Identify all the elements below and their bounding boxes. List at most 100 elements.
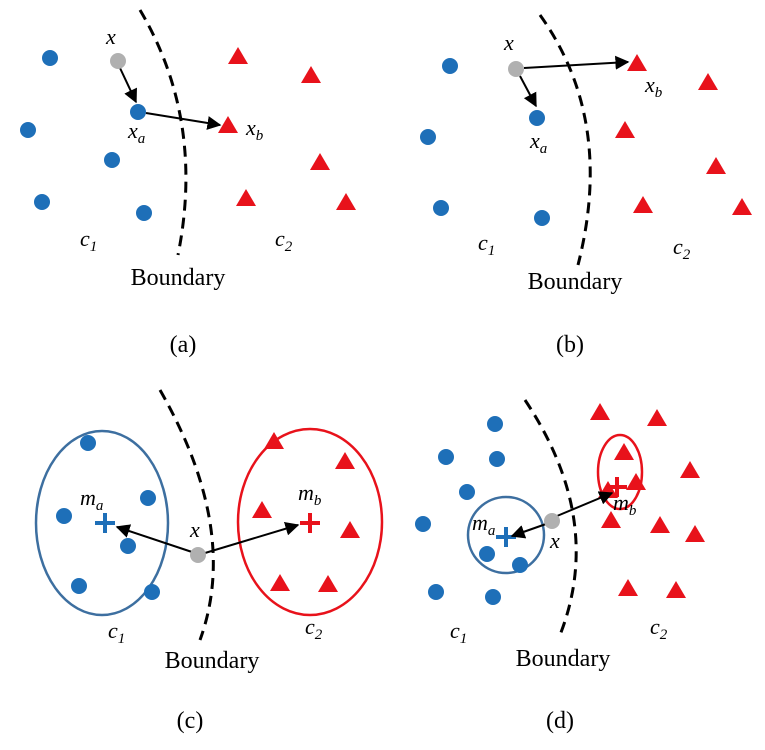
label: c2: [305, 614, 323, 643]
red-point: [680, 461, 700, 478]
boundary-label: Boundary: [528, 269, 623, 295]
red-point: [618, 579, 638, 596]
query-point: [508, 61, 524, 77]
label-main: x: [529, 128, 540, 153]
caption: (c): [177, 708, 204, 734]
label-main: x: [549, 528, 560, 553]
red-point: [627, 54, 647, 71]
label: mb: [613, 490, 637, 519]
blue-point: [140, 490, 156, 506]
query-point: [544, 513, 560, 529]
blue-point: [479, 546, 495, 562]
label-main: x: [189, 517, 200, 542]
blue-point: [120, 538, 136, 554]
label: c1: [450, 618, 467, 647]
label-sub: 1: [460, 631, 468, 647]
label: c2: [673, 234, 691, 263]
red-point: [301, 66, 321, 83]
red-point: [318, 575, 338, 592]
red-point: [614, 443, 634, 460]
label: c1: [80, 226, 97, 255]
label-main: m: [298, 480, 314, 505]
label-sub: 2: [660, 627, 668, 643]
caption: (a): [170, 332, 197, 358]
red-point: [310, 153, 330, 170]
label: ma: [80, 485, 103, 514]
label-sub: 1: [90, 239, 98, 255]
label-sub: b: [256, 128, 264, 144]
blue-point: [104, 152, 120, 168]
label: c1: [478, 230, 495, 259]
label-main: x: [644, 72, 655, 97]
red-point: [336, 193, 356, 210]
caption: (d): [546, 708, 574, 734]
red-point: [335, 452, 355, 469]
blue-point: [512, 557, 528, 573]
blue-point: [438, 449, 454, 465]
label: xb: [245, 115, 264, 144]
label: mb: [298, 480, 322, 509]
red-point: [732, 198, 752, 215]
blue-point: [42, 50, 58, 66]
label: x: [189, 517, 200, 542]
label-sub: a: [138, 131, 146, 147]
label-sub: b: [314, 493, 322, 509]
label: c2: [275, 226, 293, 255]
label: xa: [529, 128, 547, 157]
red-point: [633, 196, 653, 213]
label: xa: [127, 118, 145, 147]
red-point: [685, 525, 705, 542]
cluster-ellipse: [596, 433, 644, 511]
mean-marker: [496, 527, 516, 547]
label-sub: b: [629, 503, 637, 519]
boundary-line: [538, 14, 592, 266]
red-point: [698, 73, 718, 90]
label-sub: 1: [118, 631, 126, 647]
mean-marker: [607, 477, 627, 497]
blue-point: [442, 58, 458, 74]
boundary-line: [158, 389, 215, 641]
label-main: x: [503, 30, 514, 55]
red-point: [270, 574, 290, 591]
blue-point: [459, 484, 475, 500]
label-main: c: [305, 614, 315, 639]
label: x: [549, 528, 560, 553]
red-point: [590, 403, 610, 420]
arrow: [510, 523, 547, 539]
red-point: [601, 511, 621, 528]
label-sub: a: [96, 498, 104, 514]
red-point: [340, 521, 360, 538]
mean-marker: [95, 513, 115, 533]
label-main: c: [450, 618, 460, 643]
boundary-label: Boundary: [516, 646, 611, 672]
blue-point: [428, 584, 444, 600]
blue-point: [144, 584, 160, 600]
query-point: [110, 53, 126, 69]
label-main: c: [478, 230, 488, 255]
red-point: [626, 473, 646, 490]
blue-point: [489, 451, 505, 467]
boundary-line: [523, 399, 578, 636]
label-sub: 2: [285, 239, 293, 255]
arrow: [523, 55, 630, 70]
boundary-label: Boundary: [131, 265, 226, 291]
blue-point: [71, 578, 87, 594]
red-point: [615, 121, 635, 138]
label: xb: [644, 72, 663, 101]
red-point: [218, 116, 238, 133]
label-sub: 2: [315, 627, 323, 643]
label-main: m: [613, 490, 629, 515]
red-point: [252, 501, 272, 518]
blue-point: [136, 205, 152, 221]
red-point: [650, 516, 670, 533]
arrow: [204, 521, 300, 554]
red-point: [228, 47, 248, 64]
blue-point: [420, 129, 436, 145]
blue-point: [56, 508, 72, 524]
cluster-ellipse: [466, 495, 546, 575]
mean-marker: [300, 513, 320, 533]
blue-point: [34, 194, 50, 210]
blue-point: [415, 516, 431, 532]
label-main: x: [245, 115, 256, 140]
